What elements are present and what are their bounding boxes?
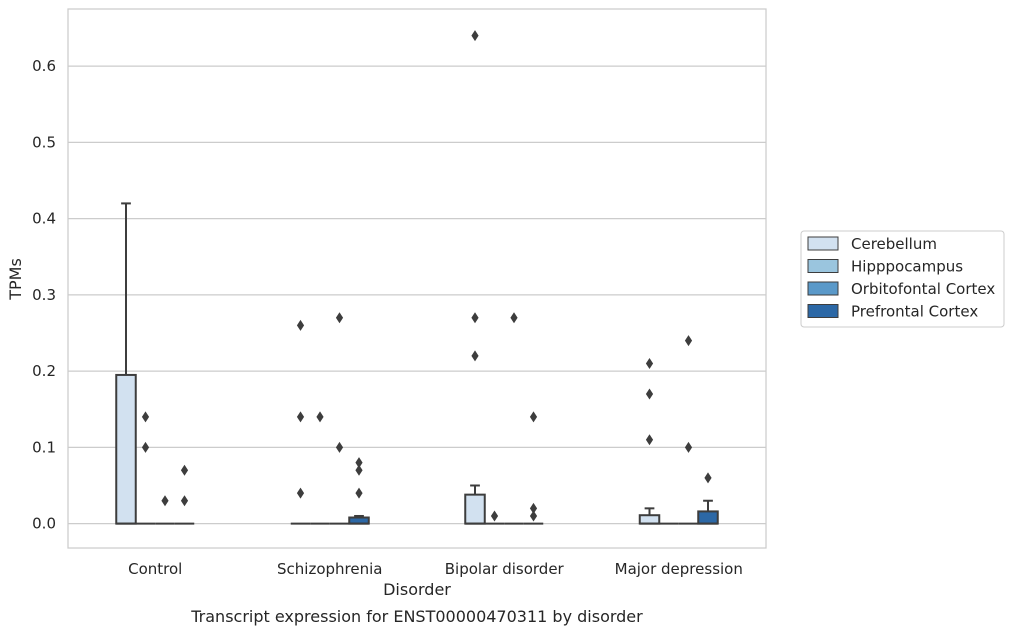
outlier-point bbox=[684, 335, 693, 347]
legend-label: Prefrontal Cortex bbox=[851, 303, 978, 321]
outlier-point bbox=[471, 312, 479, 324]
outlier-point bbox=[335, 441, 344, 453]
legend-label: Hipppocampus bbox=[851, 258, 963, 276]
x-tick-label: Bipolar disorder bbox=[445, 560, 565, 578]
y-tick-label: 0.5 bbox=[32, 133, 56, 151]
x-axis-ticks: Control Schizophrenia Bipolar disorder Majo… bbox=[128, 560, 743, 578]
box-body bbox=[464, 493, 486, 525]
legend-swatch bbox=[807, 259, 839, 273]
outlier-point bbox=[645, 388, 654, 400]
outlier-points bbox=[141, 30, 712, 522]
y-tick-label: 0.6 bbox=[32, 57, 56, 75]
outlier-point bbox=[490, 510, 499, 522]
y-tick-label: 0.1 bbox=[32, 438, 56, 456]
x-tick-label: Schizophrenia bbox=[277, 560, 382, 578]
y-tick-label: 0.4 bbox=[32, 210, 56, 228]
gridlines bbox=[68, 65, 766, 525]
box-0-3 bbox=[638, 507, 661, 525]
legend-swatch bbox=[807, 304, 839, 318]
legend: Cerebellum Hipppocampus Orbitofontal Corte… bbox=[800, 230, 1005, 328]
box-0-2 bbox=[464, 484, 486, 525]
y-tick-label: 0.2 bbox=[32, 362, 56, 380]
box-body bbox=[115, 373, 137, 525]
box-3-1 bbox=[348, 514, 370, 525]
legend-swatch bbox=[807, 281, 839, 296]
outlier-point bbox=[471, 350, 479, 362]
outlier-point bbox=[645, 358, 654, 370]
plot-frame bbox=[67, 8, 767, 549]
y-tick-label: 0.0 bbox=[32, 515, 56, 533]
outlier-point bbox=[510, 312, 518, 324]
outlier-point bbox=[704, 472, 712, 484]
outlier-point bbox=[141, 411, 150, 423]
y-axis-label: TPMs bbox=[6, 258, 25, 301]
chart-caption: Transcript expression for ENST0000047031… bbox=[190, 607, 643, 626]
legend-frame bbox=[800, 230, 1005, 328]
outlier-point bbox=[529, 510, 538, 522]
outlier-point bbox=[355, 457, 363, 469]
outlier-point bbox=[180, 495, 189, 507]
outlier-point bbox=[529, 411, 538, 423]
outlier-point bbox=[316, 411, 324, 423]
outlier-point bbox=[141, 441, 150, 453]
box-body bbox=[697, 510, 719, 525]
outlier-point bbox=[471, 30, 479, 42]
outlier-point bbox=[296, 487, 305, 499]
x-axis-label: Disorder bbox=[383, 580, 451, 599]
legend-label: Orbitofontal Cortex bbox=[851, 280, 995, 298]
legend-label: Cerebellum bbox=[851, 235, 937, 253]
legend-swatch bbox=[807, 236, 839, 251]
box-3-3 bbox=[697, 499, 719, 525]
x-tick-label: Control bbox=[128, 560, 182, 578]
box-body bbox=[638, 514, 661, 525]
outlier-point bbox=[296, 319, 305, 331]
outlier-point bbox=[355, 487, 363, 499]
outlier-point bbox=[180, 464, 189, 476]
outlier-point bbox=[296, 411, 305, 423]
box-0-0 bbox=[115, 202, 137, 525]
outlier-point bbox=[355, 464, 363, 476]
outlier-point bbox=[161, 495, 169, 507]
y-axis-ticks: 0.0 0.1 0.2 0.3 0.4 0.5 0.6 bbox=[32, 57, 56, 532]
outlier-point bbox=[645, 434, 654, 446]
x-tick-label: Major depression bbox=[615, 560, 743, 578]
y-tick-label: 0.3 bbox=[32, 286, 56, 304]
box-series bbox=[115, 202, 719, 525]
outlier-point bbox=[529, 502, 538, 514]
outlier-point bbox=[335, 312, 344, 324]
outlier-point bbox=[684, 441, 693, 453]
